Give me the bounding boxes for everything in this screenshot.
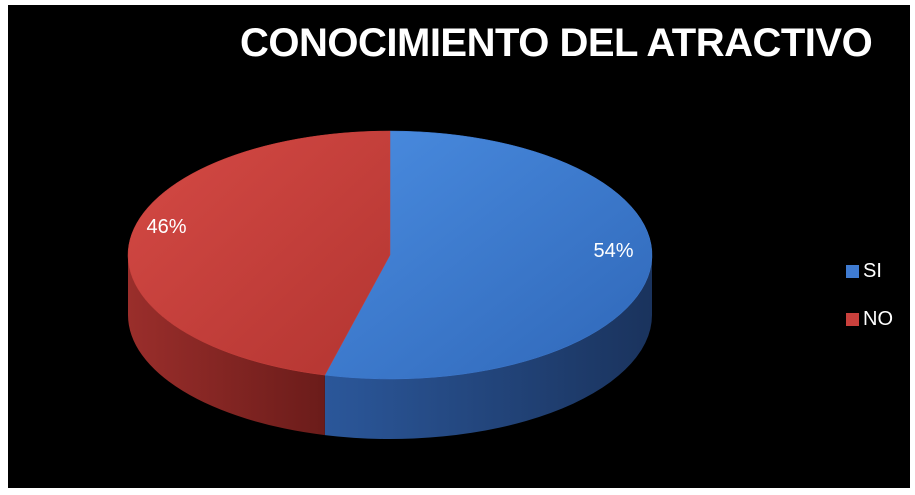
legend-label-si: SI [863, 259, 882, 282]
pie-slice-si [324, 130, 653, 380]
legend-swatch-no [846, 312, 859, 326]
legend-swatch-si [846, 264, 859, 278]
pie-slice-side-si [324, 255, 652, 439]
legend-label-no: NO [863, 307, 893, 330]
chart-title: CONOCIMIENTO DEL ATRACTIVO [240, 21, 873, 65]
pie-slice-no [127, 130, 391, 376]
legend: SI NO [846, 258, 893, 354]
legend-item-no: NO [846, 306, 893, 332]
pie-slice-side-no [128, 255, 325, 436]
data-label-no: 46% [146, 216, 186, 238]
data-label-si: 54% [593, 240, 633, 262]
legend-item-si: SI [846, 258, 893, 284]
